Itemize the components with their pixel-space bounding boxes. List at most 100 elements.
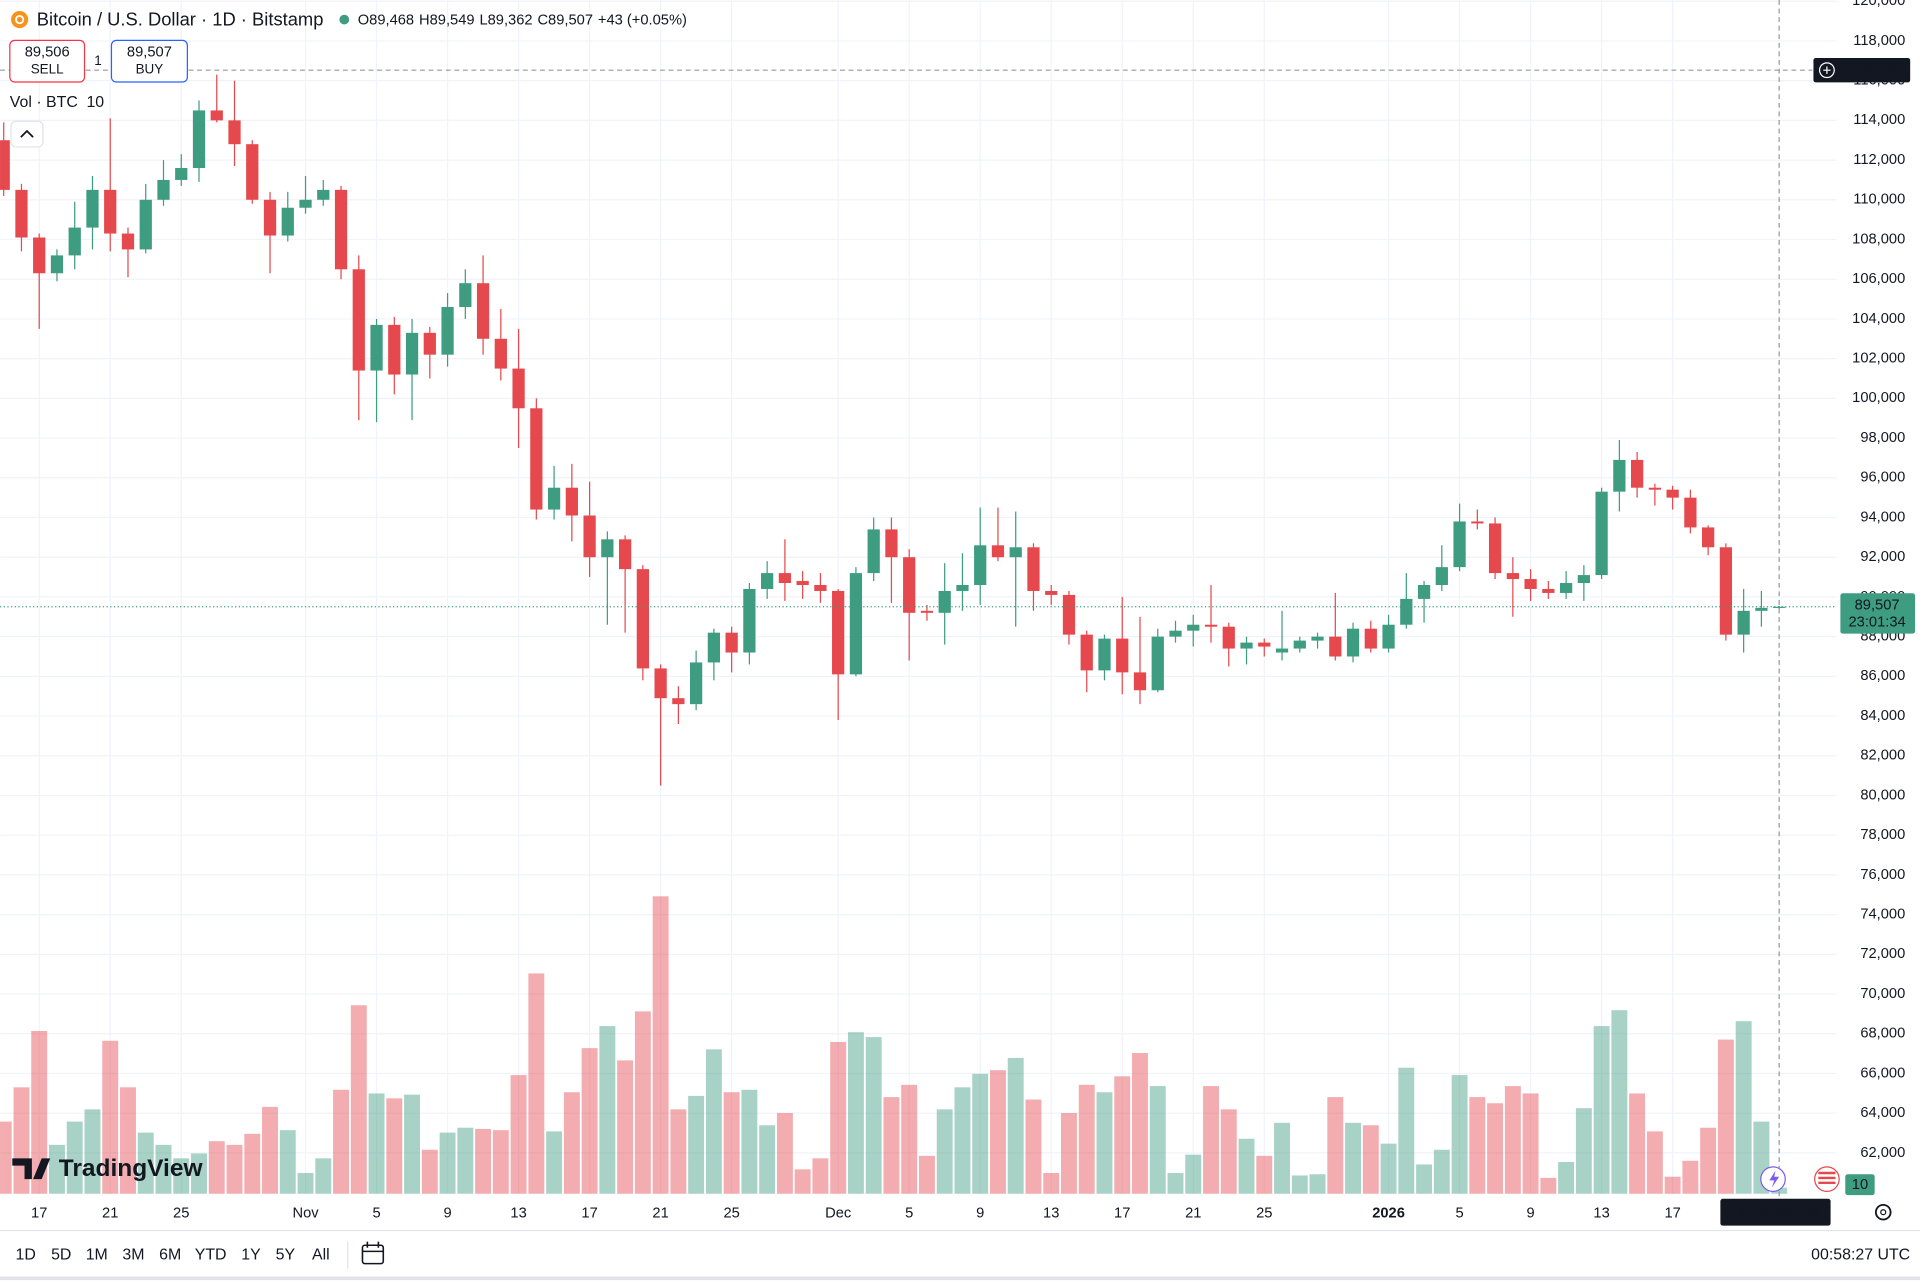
candle-body [317,189,330,200]
lightning-icon [1769,1170,1780,1188]
range-button[interactable]: All [312,1246,330,1263]
legend-value: 89,507 [548,13,593,29]
add-alert-icon[interactable] [1818,62,1835,79]
candle-body [175,168,188,180]
range-button[interactable]: 1D [16,1246,36,1263]
candle-body [210,110,223,121]
settings-icon [1880,1209,1887,1216]
volume-bar [741,1089,758,1194]
badge-box [1845,1174,1875,1196]
y-tick-label: 118,000 [1853,33,1905,49]
volume-bar [492,1130,509,1194]
plot-area [0,0,1837,1194]
volume-bar [1575,1108,1592,1194]
market-status[interactable] [339,14,350,25]
range-button[interactable]: 5Y [276,1246,296,1263]
y-tick-label: 84,000 [1860,708,1905,724]
candle-body [636,569,649,669]
candle-body [1311,636,1324,641]
range-button[interactable]: 5D [51,1246,71,1263]
candle-body [1098,638,1111,671]
candle-body [1524,579,1537,589]
volume-bar [936,1109,953,1194]
volume-bar [546,1131,563,1194]
badge-label: 10 [1852,1177,1868,1193]
volume-bar [1717,1039,1734,1194]
candle-body [1400,598,1413,625]
candle-body [1613,459,1626,492]
collapse-icon [20,129,34,138]
volume-bar [563,1092,580,1194]
y-tick-label: 120,000 [1852,0,1905,9]
volume-bar [1220,1109,1237,1194]
last-price-box [1840,593,1916,634]
countdown: 23:01:34 [1849,615,1906,631]
volume-bar [581,1048,598,1194]
candle-body [1488,523,1502,574]
candle-body [370,324,383,371]
candle-body [423,332,436,355]
volume-bar [297,1173,314,1194]
candle-body [263,199,277,236]
candle-body [1577,575,1590,584]
clock: 00:58:27 UTC [1811,1246,1910,1263]
candle-body [903,557,916,613]
volume-bar [368,1093,385,1194]
x-tick-label: 9 [976,1205,984,1221]
sell-button[interactable] [9,39,86,83]
range-button[interactable]: 6M [159,1246,181,1263]
candle-body [1151,636,1164,691]
volume-bar [599,1026,616,1194]
volume-bar [244,1133,261,1194]
candle-body [104,189,117,234]
candle-body [192,110,206,169]
candle-body [1719,547,1733,635]
range-button[interactable]: YTD [195,1246,227,1263]
collapse-button[interactable] [10,120,44,148]
buy-button[interactable] [110,39,188,83]
volume-bar [1646,1131,1663,1194]
volume-bar [1433,1149,1450,1194]
range-button[interactable]: 3M [122,1246,144,1263]
candle-body [1630,459,1644,488]
candle-body [1559,583,1573,593]
x-tick-label: 13 [510,1205,526,1221]
volume-bar [66,1121,83,1194]
y-tick-label: 96,000 [1860,470,1905,486]
range-button[interactable]: 1M [86,1246,108,1263]
date-range-icon [362,1241,384,1253]
x-tick-label: Nov [292,1205,319,1221]
volume-bar [475,1128,492,1194]
candle-body [547,487,561,510]
settings-button[interactable] [1874,1203,1892,1221]
volume-bar [279,1130,296,1194]
candle-body [1346,628,1360,657]
volume-bar [901,1084,918,1194]
x-tick-label: 5 [372,1205,380,1221]
candle-body [690,662,703,705]
candle-body [1222,626,1235,649]
volume-bar [1238,1138,1255,1194]
volume-bar [1682,1160,1699,1194]
volume-bar [208,1141,225,1194]
volume-bar [226,1144,243,1194]
candle-body [849,573,863,675]
candle-body [1648,487,1661,490]
range-button[interactable]: 1Y [241,1246,261,1263]
candle-body [299,199,312,208]
volume-bar [1558,1162,1575,1194]
candle-body [832,590,845,675]
legend-key: H [419,13,430,29]
volume-bar [972,1073,989,1194]
candle-body [228,120,241,145]
volume-bar [510,1075,527,1194]
volume-bar [670,1109,687,1194]
volume-bar [137,1132,154,1194]
candle-body [920,610,934,613]
candle-body [459,283,472,308]
candle-body [50,255,64,274]
date-range-button[interactable] [361,1244,385,1265]
volume-bar [723,1092,740,1194]
volume-bar [1185,1154,1202,1194]
